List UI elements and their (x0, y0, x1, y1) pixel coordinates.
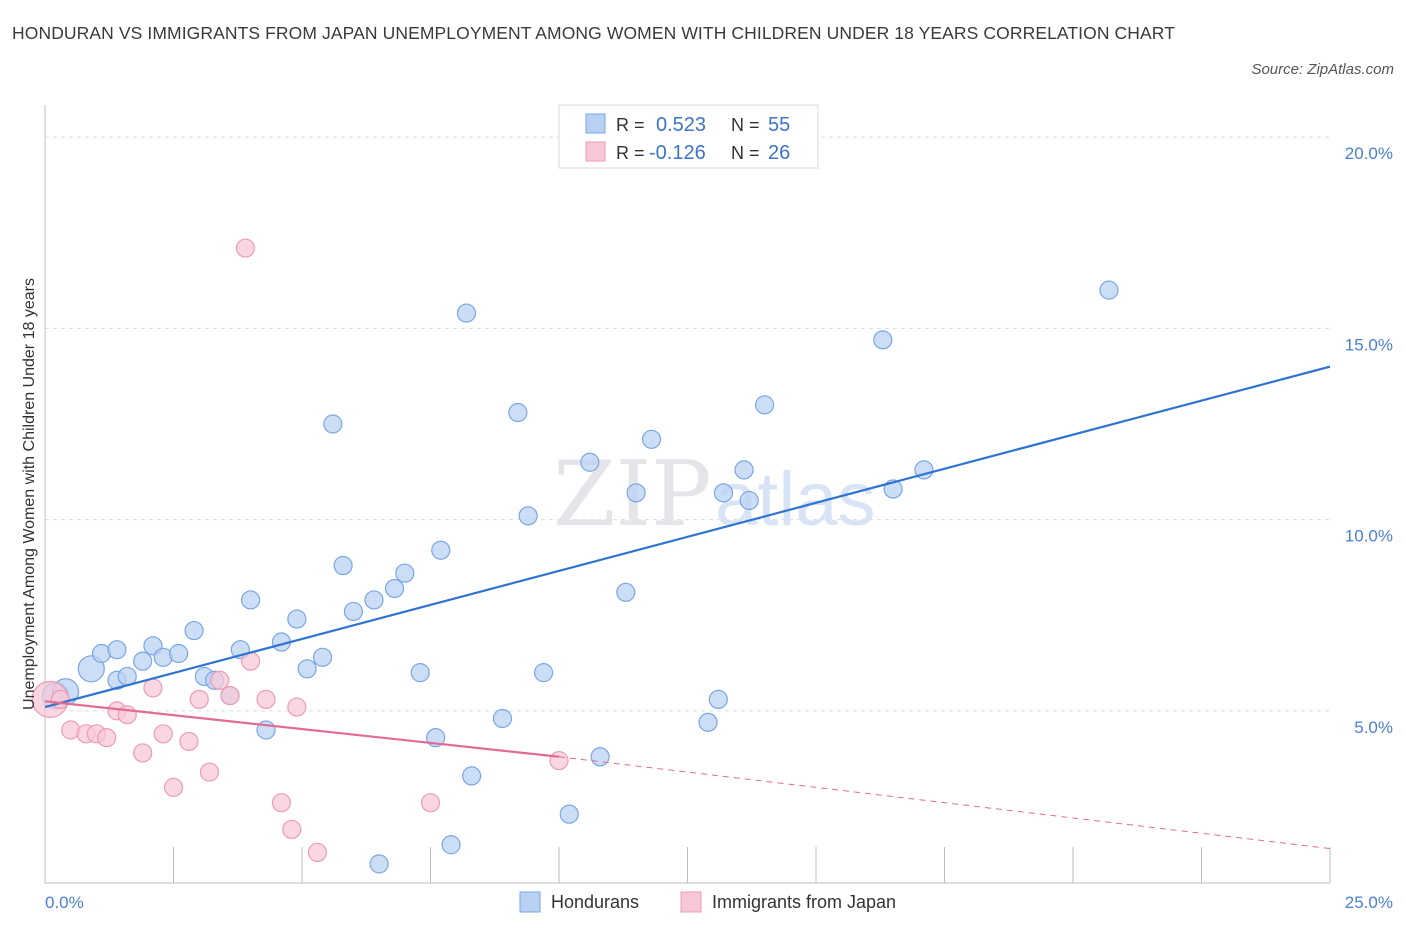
honduran-point (133, 651, 153, 671)
honduran-point (323, 414, 343, 434)
legend-swatch-japan (585, 141, 606, 162)
japan-point (133, 743, 153, 763)
trend-lines (44, 365, 1331, 850)
honduran-trend-line (44, 365, 1331, 709)
japan-point (282, 819, 302, 840)
source-label: Source: ZipAtlas.com (1251, 61, 1394, 78)
y-tick-label: 20.0% (1345, 144, 1393, 163)
bottom-legend-swatch-japan (680, 891, 702, 913)
japan-point (220, 685, 240, 706)
y-tick-labels: 5.0% 10.0% 15.0% 20.0% (1345, 144, 1393, 737)
honduran-point (508, 402, 528, 423)
legend-r-label-1: R = (616, 115, 645, 135)
grid-lines (45, 136, 1330, 712)
honduran-point (107, 640, 127, 660)
legend-n-value-1: 55 (768, 114, 790, 136)
legend: R = 0.523 N = 55 R = -0.126 N = 26 (558, 104, 819, 169)
bottom-legend-label-hondurans: Hondurans (551, 892, 639, 912)
honduran-point (169, 643, 189, 664)
y-axis-label: Unemployment Among Women with Children U… (21, 278, 38, 710)
chart-title: HONDURAN VS IMMIGRANTS FROM JAPAN UNEMPL… (12, 23, 1176, 43)
honduran-point (312, 647, 333, 667)
honduran-point (580, 452, 600, 472)
honduran-point (441, 835, 461, 855)
legend-n-label-2: N = (731, 143, 760, 163)
honduran-point (369, 854, 389, 874)
honduran-point (364, 590, 384, 610)
honduran-point (734, 460, 754, 480)
honduran-point (641, 429, 662, 449)
x-tick-label-min: 0.0% (45, 893, 84, 912)
legend-r-label-2: R = (616, 143, 645, 163)
x-axis-ticks (44, 847, 1331, 883)
japan-point (143, 678, 163, 698)
japan-point (287, 697, 307, 717)
honduran-point (184, 620, 204, 641)
japan-point (199, 762, 220, 782)
honduran-point (518, 506, 538, 526)
honduran-point (708, 689, 728, 710)
bottom-legend-swatch-hondurans (519, 891, 541, 913)
honduran-point (698, 712, 718, 732)
japan-point (189, 689, 209, 710)
japan-point (179, 731, 199, 752)
honduran-point (739, 490, 759, 511)
japan-point (97, 728, 117, 748)
japan-point (271, 793, 292, 813)
honduran-point (384, 578, 405, 599)
japan-point (163, 777, 184, 797)
honduran-point (616, 582, 636, 602)
honduran-point (713, 483, 734, 503)
honduran-point (462, 766, 482, 786)
honduran-point (287, 609, 307, 629)
bottom-legend-label-japan: Immigrants from Japan (712, 892, 896, 912)
japan-point (210, 670, 230, 690)
honduran-point (395, 563, 415, 583)
y-tick-label: 15.0% (1345, 335, 1393, 354)
honduran-point (754, 395, 775, 415)
honduran-point (1099, 280, 1119, 300)
legend-n-label-1: N = (731, 115, 760, 135)
japan-trend-line (44, 700, 560, 758)
x-tick-label-max: 25.0% (1345, 893, 1393, 912)
japan-point (153, 724, 173, 744)
japan-point (256, 689, 276, 710)
honduran-point (343, 601, 363, 622)
honduran-point (492, 708, 513, 729)
japan-point (420, 793, 441, 813)
honduran-point (410, 663, 430, 683)
japan-point (235, 238, 256, 258)
honduran-point (873, 330, 893, 350)
y-tick-label: 10.0% (1345, 527, 1393, 546)
legend-r-value-2: -0.126 (649, 142, 706, 164)
japan-point (307, 842, 328, 863)
honduran-point (431, 540, 451, 560)
honduran-point (333, 555, 353, 576)
honduran-point (456, 303, 477, 323)
honduran-point (297, 659, 317, 679)
honduran-point (590, 747, 610, 767)
bottom-legend: Hondurans Immigrants from Japan (519, 891, 896, 913)
series-immigrants-from-japan (31, 238, 569, 863)
honduran-point (241, 590, 261, 610)
japan-point (117, 705, 137, 725)
honduran-point (626, 483, 646, 503)
legend-swatch-hondurans (585, 113, 606, 134)
series-hondurans (41, 280, 1119, 874)
legend-r-value-1: 0.523 (656, 114, 706, 136)
legend-n-value-2: 26 (768, 142, 790, 164)
japan-point (549, 750, 569, 771)
y-tick-label: 5.0% (1354, 718, 1393, 737)
japan-trend-line-extension (558, 756, 1331, 850)
honduran-point (559, 804, 579, 824)
honduran-point (533, 663, 554, 683)
